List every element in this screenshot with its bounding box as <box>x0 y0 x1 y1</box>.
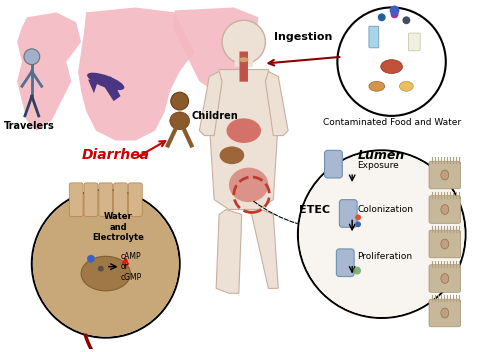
FancyBboxPatch shape <box>99 183 112 216</box>
Ellipse shape <box>81 256 130 291</box>
Ellipse shape <box>380 60 402 74</box>
FancyBboxPatch shape <box>369 26 379 48</box>
FancyBboxPatch shape <box>429 299 460 327</box>
Circle shape <box>32 190 180 338</box>
Circle shape <box>222 20 266 64</box>
Ellipse shape <box>441 308 448 318</box>
Polygon shape <box>216 209 242 293</box>
FancyBboxPatch shape <box>429 161 460 189</box>
Ellipse shape <box>239 57 248 62</box>
FancyBboxPatch shape <box>408 33 420 51</box>
Text: Diarrhea: Diarrhea <box>82 148 150 162</box>
Ellipse shape <box>400 81 413 91</box>
Text: cAMP
or
cGMP: cAMP or cGMP <box>120 252 142 282</box>
Circle shape <box>298 150 466 318</box>
FancyBboxPatch shape <box>429 230 460 258</box>
FancyBboxPatch shape <box>429 265 460 292</box>
Circle shape <box>402 16 410 24</box>
FancyBboxPatch shape <box>240 51 248 82</box>
Ellipse shape <box>220 146 244 164</box>
FancyBboxPatch shape <box>336 249 354 277</box>
FancyBboxPatch shape <box>128 183 142 216</box>
Text: Exposure: Exposure <box>357 161 399 170</box>
Text: Travelers: Travelers <box>4 121 54 131</box>
Ellipse shape <box>369 81 384 91</box>
Polygon shape <box>78 7 194 140</box>
Circle shape <box>98 266 104 272</box>
FancyBboxPatch shape <box>429 196 460 223</box>
FancyBboxPatch shape <box>324 150 342 178</box>
Circle shape <box>378 13 386 21</box>
Ellipse shape <box>226 118 261 143</box>
Polygon shape <box>246 209 278 288</box>
Polygon shape <box>209 70 278 209</box>
FancyBboxPatch shape <box>84 183 98 216</box>
Polygon shape <box>200 71 222 136</box>
Circle shape <box>87 255 95 263</box>
Ellipse shape <box>441 274 448 283</box>
Circle shape <box>353 267 361 275</box>
Circle shape <box>338 7 446 116</box>
Text: Water
and
Electrolyte: Water and Electrolyte <box>92 212 144 242</box>
Text: Ingestion: Ingestion <box>274 32 332 42</box>
Polygon shape <box>209 91 258 131</box>
Ellipse shape <box>170 112 190 130</box>
Circle shape <box>390 6 400 15</box>
Polygon shape <box>17 12 81 131</box>
Ellipse shape <box>441 205 448 214</box>
FancyBboxPatch shape <box>340 200 357 227</box>
Circle shape <box>355 214 361 220</box>
Circle shape <box>355 221 361 227</box>
Polygon shape <box>173 7 258 91</box>
Text: Contaminated Food and Water: Contaminated Food and Water <box>322 118 460 127</box>
Ellipse shape <box>441 239 448 249</box>
Text: Proliferation: Proliferation <box>357 252 412 261</box>
Polygon shape <box>101 76 120 101</box>
Circle shape <box>171 92 188 110</box>
Circle shape <box>390 11 398 18</box>
Circle shape <box>33 191 178 337</box>
Text: Colonization: Colonization <box>357 205 413 214</box>
Ellipse shape <box>87 73 124 90</box>
Text: Children: Children <box>192 111 238 121</box>
Ellipse shape <box>229 168 268 202</box>
FancyBboxPatch shape <box>70 183 83 216</box>
Circle shape <box>299 151 464 317</box>
Text: Lumen: Lumen <box>358 149 406 162</box>
FancyBboxPatch shape <box>234 58 253 67</box>
FancyBboxPatch shape <box>114 183 128 216</box>
Circle shape <box>24 49 40 65</box>
Ellipse shape <box>441 170 448 180</box>
Polygon shape <box>266 71 288 136</box>
Text: ETEC: ETEC <box>299 205 330 214</box>
Polygon shape <box>88 80 98 93</box>
